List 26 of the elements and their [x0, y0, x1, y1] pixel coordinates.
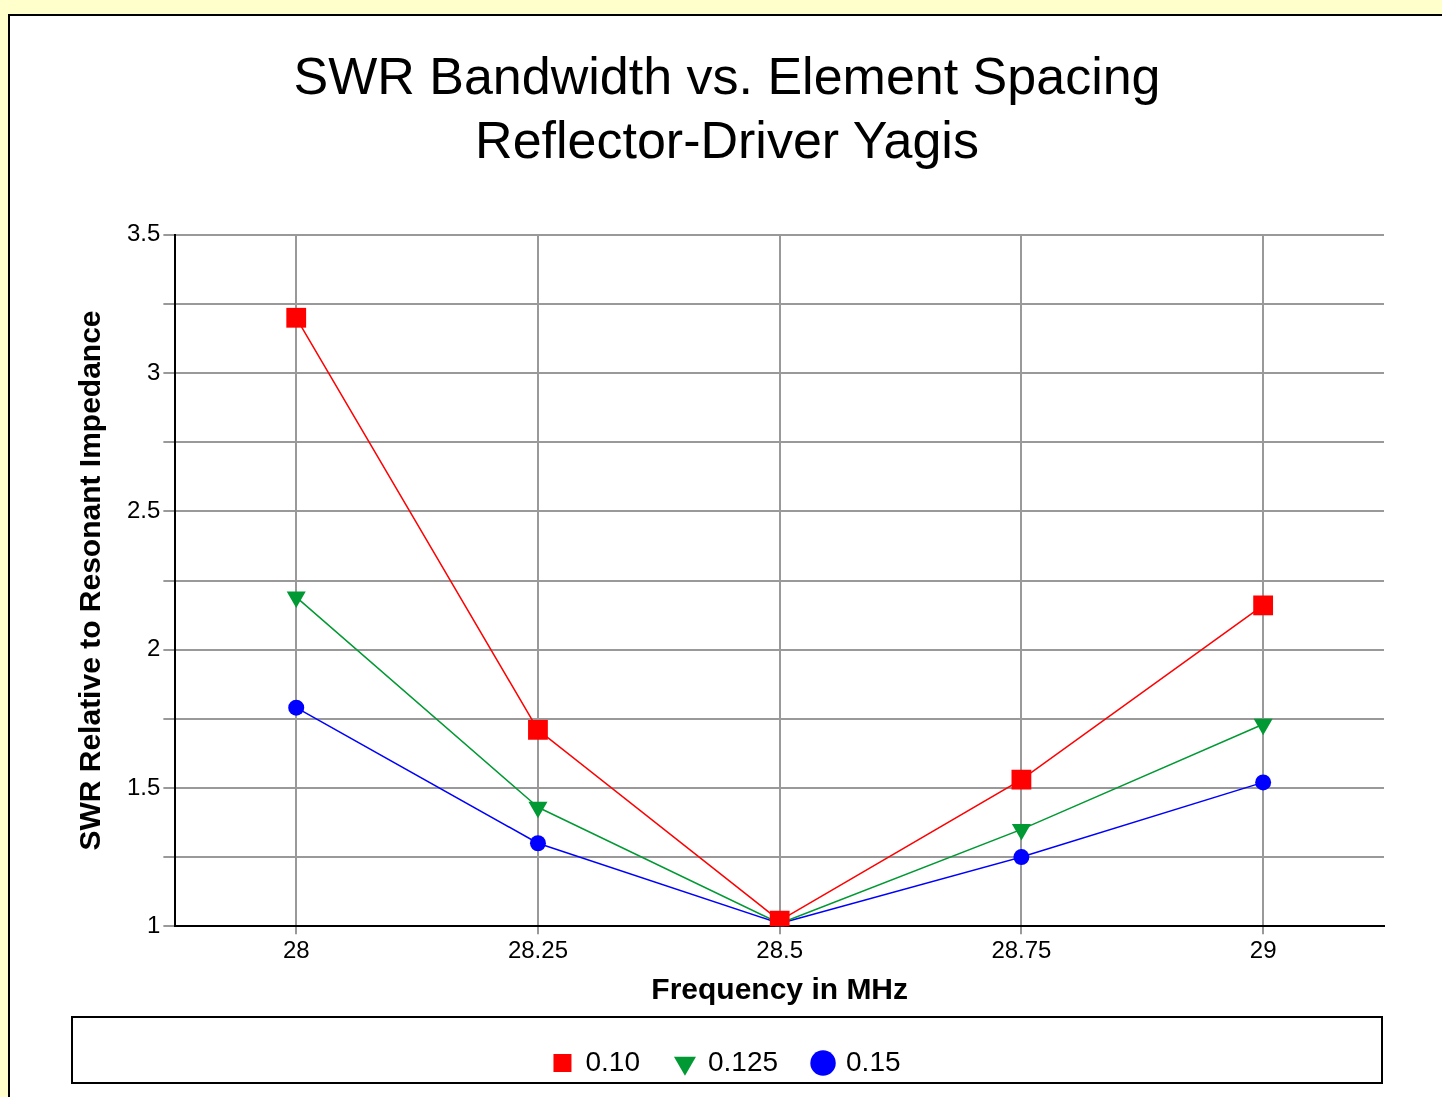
legend-label: 0.10 [585, 1045, 640, 1077]
point [288, 699, 305, 716]
point [1013, 849, 1030, 866]
y-tick-label: 1.5 [126, 772, 161, 800]
point [1011, 769, 1032, 790]
y-tick-label: 3.5 [126, 219, 161, 247]
point [1255, 774, 1272, 791]
chart-title: SWR Bandwidth vs. Element Spacing [293, 46, 1161, 105]
point [286, 307, 307, 328]
y-tick-label: 3 [147, 357, 161, 385]
x-tick-label: 28 [282, 936, 310, 964]
y-axis-title: SWR Relative to Resonant Impedance [73, 310, 107, 851]
x-tick-label: 28.75 [991, 936, 1052, 964]
point [528, 719, 548, 740]
legend-label: 0.15 [846, 1045, 901, 1077]
legend-label: 0.125 [707, 1045, 779, 1077]
chart-subtitle: Reflector-Driver Yagis [475, 110, 979, 169]
point [529, 835, 546, 852]
x-tick-label: 29 [1249, 936, 1277, 964]
y-tick-label: 2.5 [126, 495, 161, 523]
point [1253, 595, 1274, 616]
y-tick-label: 1 [147, 910, 161, 938]
x-tick-label: 28.5 [756, 936, 804, 964]
x-axis-title: Frequency in MHz [651, 972, 909, 1006]
y-tick-label: 2 [147, 634, 161, 662]
x-tick-label: 28.25 [507, 936, 568, 964]
